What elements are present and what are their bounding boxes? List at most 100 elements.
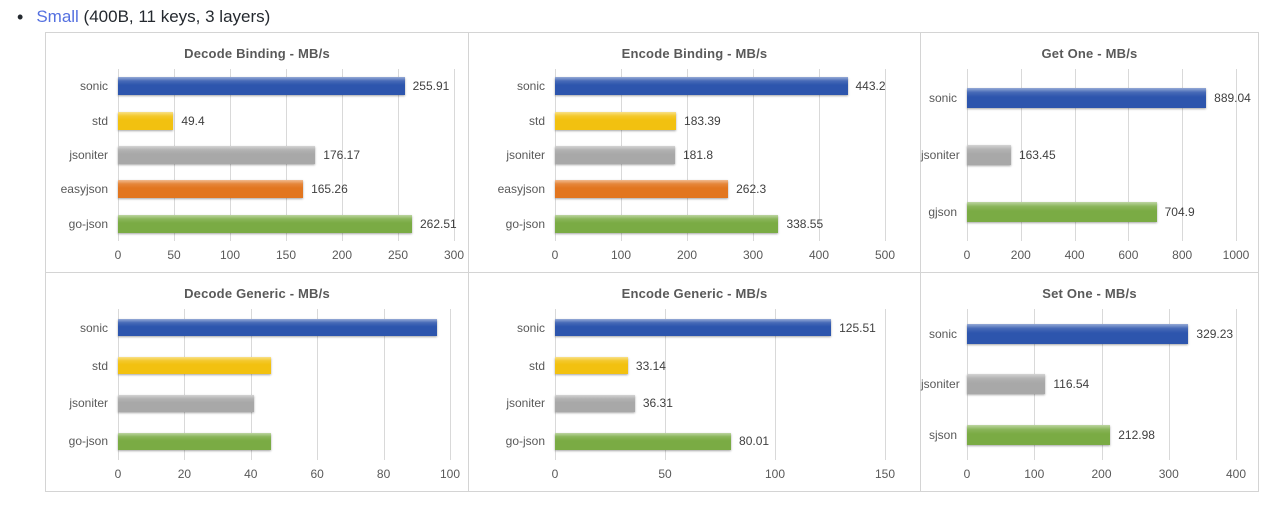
x-tick-label: 150 (275, 248, 297, 262)
category-label: go-json (68, 434, 108, 449)
chart-x-axis: 0 50 100 150 (551, 460, 895, 484)
gridline (819, 69, 820, 241)
bar-track (118, 319, 450, 337)
bar-std (555, 357, 628, 375)
gridline (454, 69, 455, 241)
chart-title: Decode Generic - MB/s (184, 286, 330, 301)
small-link[interactable]: Small (36, 7, 79, 26)
x-tick-label: 100 (764, 467, 786, 481)
chart-plot: sonic 889.04 jsoniter 163.45 gjson 704.9 (921, 69, 1258, 241)
bar-row: jsoniter (46, 385, 468, 423)
chart-x-axis: 0 50 100 150 200 250 300 (114, 241, 464, 265)
category-label: jsoniter (69, 396, 108, 411)
x-tick-label: 200 (676, 248, 698, 262)
gridline (1236, 69, 1237, 241)
list-item-small: • Small (400B, 11 keys, 3 layers) (17, 7, 1280, 27)
x-tick-label: 300 (1158, 467, 1179, 481)
bar-row: std 49.4 (46, 103, 468, 137)
category-label: go-json (505, 216, 545, 231)
bar-row: sonic 329.23 (921, 309, 1258, 359)
gridline (184, 309, 186, 460)
x-tick-label: 150 (874, 467, 896, 481)
x-tick-label: 20 (177, 467, 192, 481)
bar-sjson (967, 424, 1111, 445)
gridline (665, 309, 666, 460)
x-tick-label: 400 (1064, 248, 1085, 262)
gridline (250, 309, 252, 460)
chart-x-axis: 0 100 200 300 400 500 (551, 241, 895, 265)
bar-track: 163.45 (967, 144, 1236, 165)
bar-rows: sonic 125.51 std 33.14 jsoniter 36.31 go-json 8… (469, 309, 920, 460)
chart-plot: sonic 125.51 std 33.14 jsoniter 36.31 go-json 8… (469, 309, 920, 460)
x-tick-label: 400 (1225, 467, 1247, 481)
bar-value-label: 33.14 (635, 358, 666, 373)
bar-value-label: 163.45 (1018, 147, 1056, 162)
bar-rows: sonic 329.23 jsoniter 116.54 sjson 212.98 (921, 309, 1258, 460)
x-tick-label: 300 (742, 248, 764, 262)
bar-row: std 183.39 (469, 103, 920, 137)
bar-go-json (555, 214, 779, 233)
bar-rows: sonic std jsoniter go-json (46, 309, 468, 460)
bar-track: 212.98 (967, 424, 1236, 445)
x-tick-label: 0 (551, 248, 559, 262)
gridline (1128, 69, 1130, 241)
bar-track: 49.4 (118, 111, 454, 130)
x-tick-label: 100 (610, 248, 632, 262)
bar-rows: sonic 889.04 jsoniter 163.45 gjson 704.9 (921, 69, 1258, 241)
category-label: sonic (928, 327, 957, 342)
bar-track: 443.2 (555, 77, 886, 96)
benchmark-chart-grid: Decode Binding - MB/s sonic 255.91 std 49.4… (45, 32, 1259, 492)
category-label: jsoniter (506, 396, 545, 411)
gridlines (555, 309, 886, 460)
bar-track: 338.55 (555, 214, 885, 233)
gridline (687, 69, 688, 241)
bar-row: go-json 338.55 (469, 207, 920, 241)
gridline (1074, 69, 1076, 241)
gridline (1236, 309, 1237, 460)
bar-row: std (46, 347, 468, 385)
x-tick-label: 40 (244, 467, 258, 481)
x-tick-label: 200 (1091, 467, 1112, 481)
bar-track: 889.04 (967, 87, 1251, 108)
gridline (450, 309, 451, 460)
x-tick-label: 60 (310, 467, 324, 481)
gridline (555, 309, 556, 460)
x-tick-label: 0 (551, 467, 559, 481)
bar-rows: sonic 443.2 std 183.39 jsoniter 181.8 easyjson… (469, 69, 920, 241)
x-tick-label: 0 (114, 248, 122, 262)
bar-track: 176.17 (118, 146, 454, 165)
bar-value-label: 338.55 (786, 216, 824, 231)
chart-title: Encode Generic - MB/s (621, 286, 768, 301)
list-item-suffix: (400B, 11 keys, 3 layers) (78, 7, 271, 26)
category-label: easyjson (497, 182, 545, 197)
bar-value-label: 181.8 (682, 148, 714, 163)
category-label: std (528, 358, 545, 373)
bar-track: 329.23 (967, 324, 1236, 345)
gridline (1101, 309, 1103, 460)
category-label: easyjson (60, 182, 108, 197)
bar-sonic (555, 319, 832, 337)
x-tick-label: 300 (443, 248, 465, 262)
chart-title: Set One - MB/s (1042, 286, 1137, 301)
bar-track: 80.01 (555, 432, 885, 450)
gridline (342, 69, 343, 241)
category-label: std (528, 113, 545, 128)
chart-encode-generic: Encode Generic - MB/s sonic 125.51 std 33.1… (469, 273, 921, 492)
gridline (398, 69, 399, 241)
x-tick-label: 200 (331, 248, 353, 262)
chart-x-axis: 0 20 40 60 80 100 (115, 460, 460, 484)
x-tick-label: 50 (167, 248, 181, 262)
bar-value-label: 183.39 (684, 113, 721, 128)
gridline (753, 69, 754, 241)
gridline (885, 309, 886, 460)
gridline (317, 309, 319, 460)
category-label: sonic (516, 79, 545, 94)
bar-row: jsoniter 163.45 (921, 126, 1258, 183)
chart-title: Decode Binding - MB/s (184, 46, 330, 61)
x-tick-label: 0 (963, 248, 971, 262)
x-tick-label: 100 (219, 248, 241, 262)
bar-track (118, 432, 450, 450)
chart-decode-binding: Decode Binding - MB/s sonic 255.91 std 49.4… (46, 33, 469, 273)
bar-value-label: 116.54 (1053, 377, 1090, 392)
x-tick-label: 500 (874, 248, 896, 262)
